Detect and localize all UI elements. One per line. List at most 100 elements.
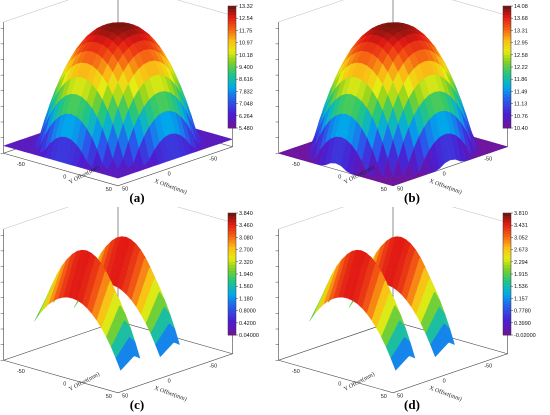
colorbar-tick-label: 10.97 (239, 41, 253, 47)
colorbar-segment (503, 331, 511, 336)
colorbar-segment (503, 63, 511, 68)
surface (34, 236, 180, 371)
colorbar-tick-label: 7.048 (239, 102, 253, 108)
colorbar-segment (503, 261, 511, 266)
colorbar-segment (228, 51, 236, 56)
colorbar-segment (228, 70, 236, 74)
y-axis-label: Y Offset(mm) (343, 371, 376, 393)
colorbar-tick-label: 0.4200 (239, 321, 256, 327)
x-axis-label: X Offset(mm) (153, 178, 187, 196)
surface-patch (155, 342, 162, 358)
x-tick-label: -50 (209, 363, 217, 369)
colorbar-segment (503, 292, 511, 296)
colorbar-segment (228, 97, 236, 101)
colorbar-tick-label: 0.8000 (239, 309, 256, 315)
colorbar-segment (503, 73, 511, 77)
colorbar-segment (228, 213, 236, 217)
colorbar-segment (228, 301, 236, 305)
colorbar-segment (503, 319, 511, 324)
y-tick-label: -50 (292, 369, 300, 375)
colorbar-segment (503, 264, 511, 269)
colorbar-segment (228, 283, 236, 287)
colorbar-segment (503, 6, 511, 10)
x-tick-label: 0 (443, 378, 446, 384)
colorbar-segment (228, 42, 236, 47)
colorbar-tick-label: 8.616 (239, 77, 253, 83)
colorbar-segment (503, 222, 511, 226)
colorbar-segment (503, 124, 511, 129)
colorbar-segment (503, 310, 511, 315)
colorbar-segment (228, 103, 236, 108)
colorbar-segment (228, 106, 236, 111)
colorbar-segment (503, 39, 511, 43)
colorbar-segment (228, 307, 236, 311)
colorbar-tick-label: 10.40 (514, 126, 528, 132)
colorbar-segment (228, 115, 236, 120)
x-axis-label: X Offset(mm) (428, 385, 462, 403)
colorbar-segment (228, 264, 236, 269)
colorbar-segment (503, 54, 511, 59)
top-edge-right (176, 0, 233, 16)
colorbar-segment (503, 277, 511, 281)
colorbar-segment (503, 106, 511, 111)
surface-patch (309, 311, 316, 322)
y-tick-label: 0 (338, 382, 341, 388)
colorbar-segment (503, 118, 511, 123)
surface (309, 236, 455, 371)
colorbar-tick-label: 10.18 (239, 53, 253, 59)
colorbar-segment (228, 60, 236, 65)
colorbar-segment (228, 261, 236, 266)
panel-label: (c) (130, 397, 144, 412)
x-tick-label: -50 (484, 156, 492, 162)
colorbar-segment (228, 12, 236, 16)
colorbar-segment (503, 258, 511, 263)
colorbar-segment (503, 24, 511, 28)
colorbar-tick-label: 3.810 (514, 211, 528, 217)
surface-patch (387, 182, 399, 186)
colorbar-segment (503, 252, 511, 257)
colorbar-segment (228, 94, 236, 98)
colorbar-segment (228, 298, 236, 302)
surface-patch (115, 356, 122, 371)
colorbar-segment (228, 243, 236, 247)
colorbar-segment (503, 240, 511, 244)
colorbar-segment (228, 231, 236, 235)
colorbar-segment (228, 79, 236, 83)
colorbar-segment (503, 267, 511, 272)
colorbar-segment (228, 112, 236, 117)
colorbar-segment (503, 243, 511, 247)
colorbar-tick-label: 12.58 (514, 53, 528, 59)
colorbar-segment (228, 33, 236, 37)
y-tick-label: -50 (17, 369, 25, 375)
colorbar-segment (503, 112, 511, 117)
colorbar-segment (503, 100, 511, 104)
colorbar-segment (503, 325, 511, 330)
surface-patch (34, 311, 41, 322)
colorbar-segment (503, 12, 511, 16)
colorbar-segment (228, 91, 236, 95)
colorbar-tick-label: 1.157 (514, 296, 528, 302)
top-edge-right (451, 207, 508, 223)
surface-plot-d: 0.00.51.01.52.02.53.03.54.0-50050-50050X… (275, 207, 536, 412)
colorbar-segment (503, 228, 511, 232)
colorbar-segment (228, 21, 236, 25)
colorbar-tick-label: 3.080 (239, 235, 253, 241)
colorbar-segment (503, 322, 511, 327)
colorbar-segment (228, 319, 236, 324)
colorbar-segment (228, 219, 236, 223)
top-edge-left (3, 207, 69, 230)
colorbar-segment (503, 307, 511, 311)
top-edge-right (451, 0, 508, 16)
colorbar-segment (228, 76, 236, 80)
surface (3, 22, 233, 179)
colorbar-segment (228, 67, 236, 71)
colorbar-segment (228, 24, 236, 28)
colorbar-segment (503, 57, 511, 62)
colorbar-segment (228, 85, 236, 89)
top-edge-right (176, 207, 233, 223)
colorbar-segment (503, 18, 511, 22)
y-axis-label: Y Offset(mm) (68, 371, 101, 393)
y-tick-label: 50 (106, 394, 112, 400)
